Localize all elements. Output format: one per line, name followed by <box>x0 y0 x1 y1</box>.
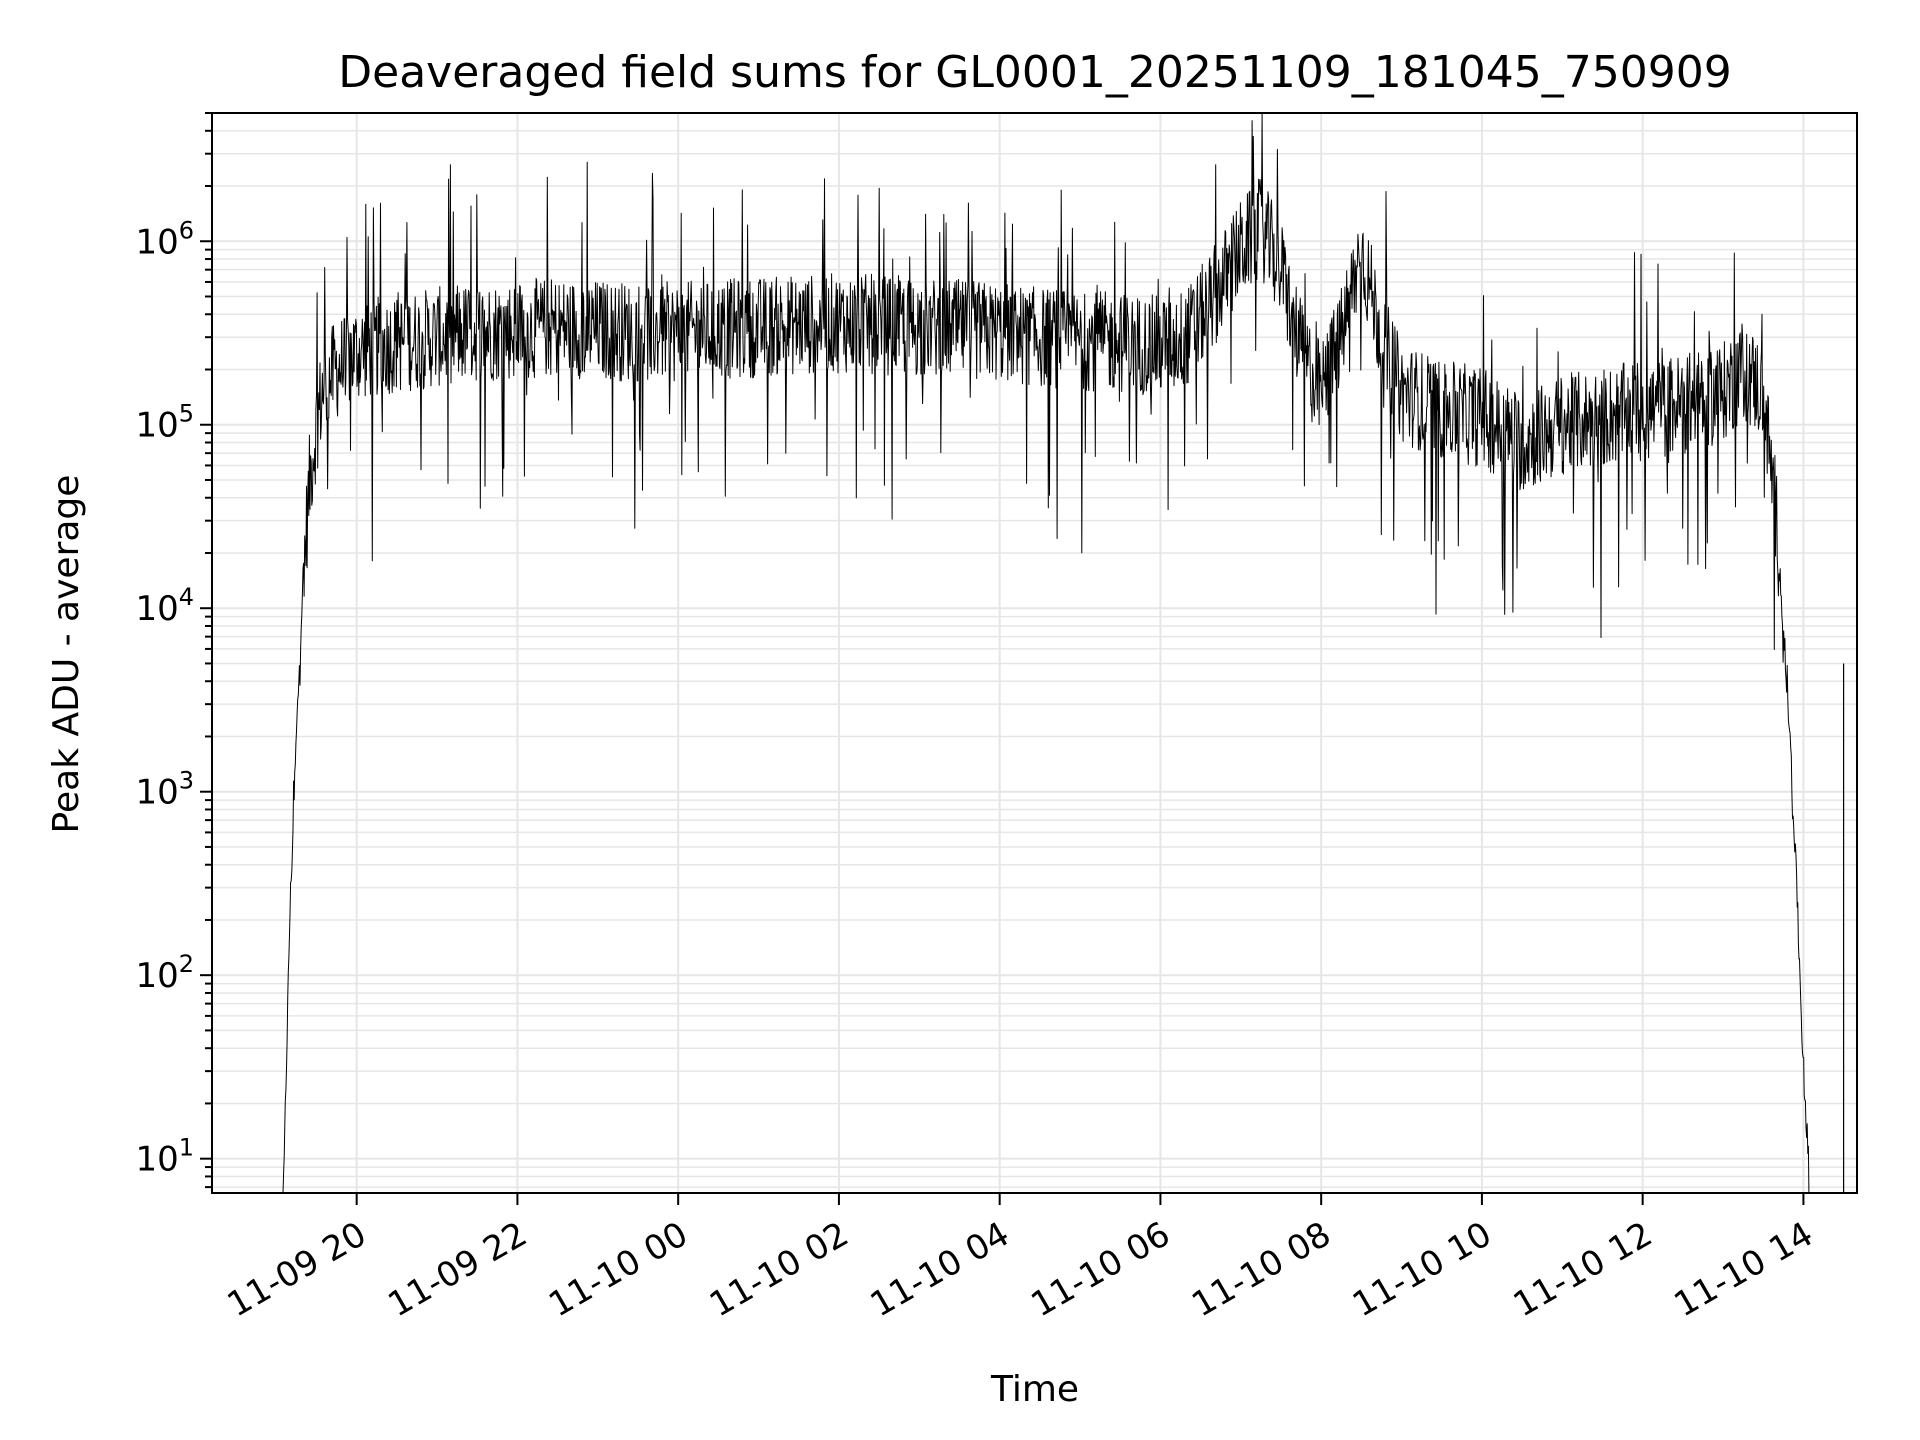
y-tick-label: 103 <box>135 767 194 813</box>
plot-frame <box>211 112 1858 1194</box>
y-axis-label: Peak ADU - average <box>46 475 87 834</box>
y-tick-label: 105 <box>135 400 194 446</box>
y-tick-label: 104 <box>135 583 194 629</box>
grid <box>212 112 1857 1193</box>
series-group <box>282 112 1845 1194</box>
y-tick-label: 102 <box>135 950 194 996</box>
y-tick-label: 106 <box>135 216 194 262</box>
y-tick-label: 101 <box>135 1134 194 1180</box>
x-axis-label: Time <box>990 1369 1079 1410</box>
chart-title: Deaveraged field sums for GL0001_2025110… <box>338 47 1731 98</box>
series-line <box>282 112 1811 1194</box>
